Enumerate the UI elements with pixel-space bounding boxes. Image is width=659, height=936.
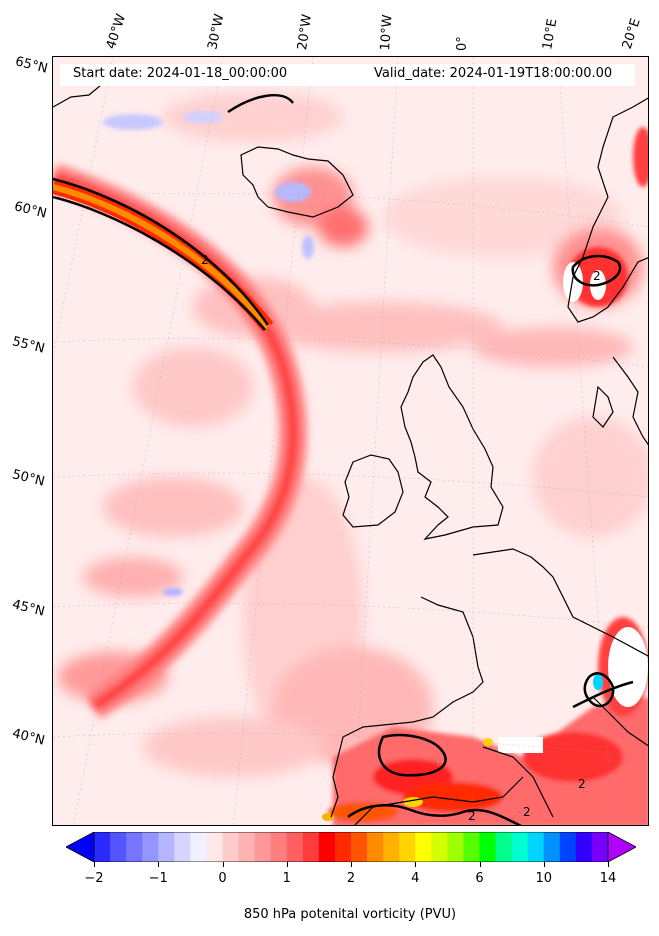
jet-core-max bbox=[53, 184, 271, 329]
colorbar-tick-mark bbox=[608, 862, 609, 867]
colorbar-tick-label: 2 bbox=[346, 871, 356, 886]
colorbar-segment bbox=[463, 832, 480, 862]
colorbar-tick-label: 14 bbox=[599, 871, 617, 886]
colorbar-segment bbox=[142, 832, 159, 862]
graticule bbox=[53, 57, 648, 825]
colorbar-tick-mark bbox=[286, 862, 288, 867]
colorbar-tick-label: 4 bbox=[411, 871, 420, 886]
colorbar-tick-label: 0 bbox=[218, 871, 227, 886]
colorbar-over-arrow bbox=[607, 832, 636, 862]
contour-label: 2 bbox=[201, 253, 209, 267]
lon-label-10w: 10°W bbox=[378, 14, 396, 51]
colorbar-tick-mark bbox=[158, 862, 160, 867]
colorbar-segment bbox=[399, 832, 416, 862]
colorbar bbox=[66, 832, 636, 862]
valid-date: Valid_date: 2024-01-19T18:00:00.00 bbox=[374, 66, 613, 81]
lat-label-60n: 60°N bbox=[12, 199, 49, 222]
colorbar-segment bbox=[559, 832, 577, 862]
lat-label-45n: 45°N bbox=[10, 597, 47, 620]
contour-label: 2 bbox=[523, 805, 531, 819]
lon-label-20w: 20°W bbox=[295, 13, 315, 51]
colorbar-segment bbox=[575, 832, 593, 862]
colorbar-segment bbox=[511, 832, 529, 862]
colorbar-tick-mark bbox=[94, 862, 95, 867]
colorbar-segment bbox=[222, 832, 240, 862]
colorbar-tick-mark bbox=[222, 862, 224, 867]
colorbar-under-arrow bbox=[66, 832, 95, 862]
lon-label-20e: 20°E bbox=[619, 16, 644, 51]
colorbar-tick-label: 6 bbox=[475, 871, 484, 886]
lon-label-0: 0° bbox=[455, 36, 470, 51]
colorbar-segment bbox=[431, 832, 448, 862]
contour-label: 2 bbox=[468, 809, 476, 823]
colorbar-segment bbox=[495, 832, 513, 862]
colorbar-segment bbox=[543, 832, 561, 862]
colorbar-segment bbox=[447, 832, 464, 862]
lat-label-65n: 65°N bbox=[13, 54, 50, 77]
coastlines bbox=[53, 78, 648, 825]
header-box bbox=[60, 64, 635, 86]
colorbar-segment bbox=[479, 832, 497, 862]
colorbar-tick-mark bbox=[351, 862, 352, 867]
colorbar-segment bbox=[383, 832, 400, 862]
lat-label-55n: 55°N bbox=[10, 334, 47, 357]
colorbar-segment bbox=[126, 832, 143, 862]
colorbar-tick-mark bbox=[479, 862, 481, 867]
lon-label-40w: 40°W bbox=[103, 12, 130, 51]
pv2-contour-jet-south bbox=[53, 195, 266, 331]
colorbar-segment bbox=[591, 832, 609, 862]
colorbar-border bbox=[93, 832, 609, 862]
pv2-contour-jet bbox=[53, 177, 270, 326]
colorbar-tick-label: 10 bbox=[535, 871, 553, 886]
colorbar-segment bbox=[158, 832, 175, 862]
colorbar-segment bbox=[334, 832, 352, 862]
colorbar-segment bbox=[367, 832, 384, 862]
colorbar-tick-label: −1 bbox=[148, 871, 168, 886]
colorbar-segment bbox=[286, 832, 304, 862]
pv-field bbox=[53, 57, 648, 825]
lon-label-30w: 30°W bbox=[205, 12, 228, 51]
colorbar-segment bbox=[206, 832, 223, 862]
map-panel: 2 2 2 2 2 bbox=[52, 56, 649, 826]
pv-background-patches bbox=[58, 92, 648, 777]
colorbar-tick-label: 1 bbox=[282, 871, 291, 886]
colorbar-segment bbox=[238, 832, 256, 862]
colorbar-segment bbox=[254, 832, 272, 862]
colorbar-segment bbox=[351, 832, 368, 862]
colorbar-segment bbox=[302, 832, 320, 862]
colorbar-segment bbox=[527, 832, 545, 862]
colorbar-segment bbox=[174, 832, 191, 862]
colorbar-segment bbox=[270, 832, 288, 862]
colorbar-segment bbox=[190, 832, 207, 862]
colorbar-segment bbox=[94, 832, 111, 862]
colorbar-segment bbox=[110, 832, 127, 862]
pv2-contours-south bbox=[227, 94, 634, 825]
lat-label-40n: 40°N bbox=[10, 726, 47, 749]
lat-label-50n: 50°N bbox=[10, 467, 47, 490]
colorbar-tick-mark bbox=[543, 862, 545, 867]
start-date: Start date: 2024-01-18_00:00:00 bbox=[73, 66, 288, 81]
colorbar-tick-mark bbox=[415, 862, 417, 867]
contour-label: 2 bbox=[578, 777, 586, 791]
colorbar-label: 850 hPa potenital vorticity (PVU) bbox=[243, 907, 457, 922]
contour-label: 2 bbox=[593, 269, 601, 283]
colorbar-segment bbox=[318, 832, 336, 862]
colorbar-segment bbox=[415, 832, 432, 862]
lon-label-10e: 10°E bbox=[540, 17, 561, 52]
colorbar-tick-label: −2 bbox=[84, 871, 104, 886]
